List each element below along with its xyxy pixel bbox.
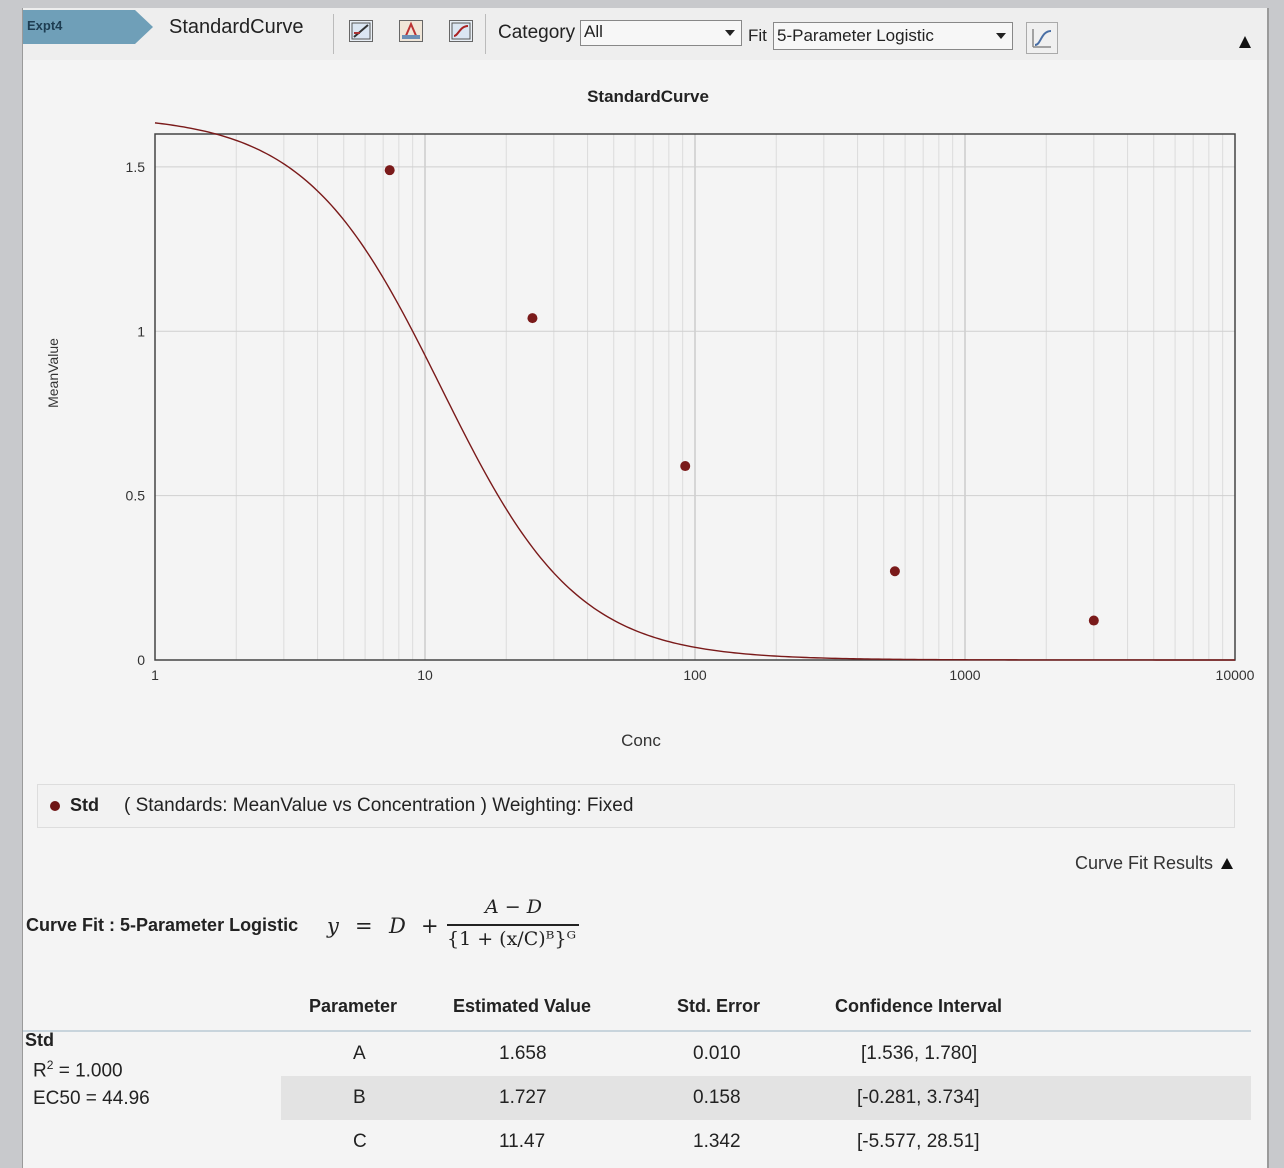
category-value: All — [584, 22, 603, 41]
data-point[interactable] — [384, 165, 395, 176]
fit-model-select[interactable]: 5-Parameter Logistic — [773, 22, 1013, 50]
row-error: 1.342 — [693, 1131, 741, 1152]
y-axis: 0 0.5 1 1.5 — [126, 159, 146, 668]
fraction-bar — [447, 924, 579, 926]
x-tick-label: 1 — [151, 667, 159, 683]
row-value: 1.658 — [499, 1043, 547, 1064]
sigmoid-curve-icon[interactable] — [1026, 22, 1058, 54]
toolbar-separator — [485, 14, 486, 54]
table-row[interactable]: B 1.727 0.158 [-0.281, 3.734] — [281, 1076, 1251, 1120]
table-divider — [23, 1030, 1251, 1032]
data-points — [384, 165, 1099, 626]
fit-icon[interactable] — [449, 20, 473, 42]
legend-description: ( Standards: MeanValue vs Concentration … — [124, 795, 634, 816]
row-param: A — [353, 1043, 366, 1064]
plot-area — [154, 133, 1236, 661]
row-error: 0.010 — [693, 1043, 741, 1064]
experiment-tab[interactable]: Expt4 — [23, 10, 153, 44]
collapse-results-icon[interactable] — [1221, 858, 1233, 869]
col-std-error: Std. Error — [677, 996, 761, 1016]
row-param: C — [353, 1131, 367, 1152]
chart-legend: Std ( Standards: MeanValue vs Concentrat… — [37, 784, 1235, 828]
series-marker — [50, 801, 60, 811]
x-tick-label: 100 — [683, 667, 707, 683]
curve-fit-results-toggle[interactable]: Curve Fit Results — [1075, 853, 1214, 873]
formula-y: y — [327, 914, 339, 938]
collapse-panel-icon[interactable] — [1239, 36, 1251, 48]
r2-label: R — [33, 1060, 47, 1082]
x-tick-label: 1000 — [949, 667, 980, 683]
formula-plus: + — [421, 914, 439, 938]
row-ci: [-5.577, 28.51] — [857, 1131, 980, 1152]
col-confidence-interval: Confidence Interval — [835, 996, 1003, 1016]
row-value: 11.47 — [499, 1131, 546, 1152]
data-point[interactable] — [889, 566, 900, 577]
r2-value: = 1.000 — [53, 1060, 123, 1082]
chart-title: StandardCurve — [587, 87, 709, 106]
fit-model-value: 5-Parameter Logistic — [777, 26, 934, 45]
x-tick-label: 10000 — [1216, 667, 1255, 683]
category-select[interactable]: All — [580, 20, 742, 46]
r-squared: R2 = 1.000 — [33, 1058, 123, 1082]
series-group-label: Std — [25, 1030, 54, 1050]
chevron-down-icon — [725, 30, 735, 36]
experiment-tab-label: Expt4 — [27, 18, 63, 33]
y-tick-label: 1 — [137, 323, 145, 339]
data-point[interactable] — [1088, 615, 1099, 626]
data-point[interactable] — [680, 461, 691, 472]
toolbar-separator — [333, 14, 334, 54]
x-axis-label: Conc — [621, 731, 661, 750]
table-row[interactable]: C 11.47 1.342 [-5.577, 28.51] — [281, 1120, 1251, 1164]
row-param: B — [353, 1087, 366, 1108]
r2-sup: 2 — [46, 1058, 54, 1072]
x-axis: 1 10 100 1000 10000 — [151, 667, 1255, 683]
edit-chart-icon[interactable] — [349, 20, 373, 42]
row-ci: [1.536, 1.780] — [861, 1043, 978, 1064]
y-axis-label: MeanValue — [45, 338, 61, 408]
legend-series-name: Std — [70, 795, 99, 815]
formula-eq: = — [355, 914, 373, 938]
results-table-header: Parameter Estimated Value Std. Error Con… — [23, 992, 1267, 1032]
ec50-value: EC50 = 44.96 — [33, 1088, 150, 1109]
table-row[interactable]: A 1.658 0.010 [1.536, 1.780] — [281, 1032, 1251, 1076]
formula-d: D — [389, 914, 406, 938]
fit-formula: y = D + A − D {1 + (x/C)ᴮ}ᴳ — [323, 888, 593, 988]
view-title: StandardCurve — [169, 16, 304, 38]
row-error: 0.158 — [693, 1087, 741, 1108]
formula-numerator: A − D — [485, 896, 542, 918]
category-label: Category — [498, 22, 576, 43]
chart-gridlines — [155, 134, 1235, 661]
standard-curve-chart: StandardCurve 0 0.5 1 1.5 1 10 100 1000 10000 C… — [45, 87, 1255, 750]
col-parameter: Parameter — [309, 996, 398, 1016]
data-point[interactable] — [527, 313, 538, 324]
fit-curve — [154, 122, 1235, 661]
curve-fit-label: Curve Fit : 5-Parameter Logistic — [26, 915, 299, 935]
fit-label: Fit — [748, 26, 767, 45]
y-tick-label: 0.5 — [126, 488, 146, 504]
col-estimated-value: Estimated Value — [453, 996, 592, 1016]
y-tick-label: 1.5 — [126, 159, 146, 175]
y-tick-label: 0 — [137, 652, 145, 668]
chevron-down-icon — [996, 33, 1006, 39]
row-ci: [-0.281, 3.734] — [857, 1087, 980, 1108]
formula-denominator: {1 + (x/C)ᴮ}ᴳ — [447, 928, 577, 950]
series-icon[interactable] — [399, 20, 423, 42]
standard-curve-panel: Expt4 StandardCurve Category All Fit 5-P… — [22, 8, 1269, 1168]
toolbar: Expt4 StandardCurve Category All Fit 5-P… — [23, 8, 1267, 60]
row-value: 1.727 — [499, 1087, 547, 1108]
x-tick-label: 10 — [417, 667, 433, 683]
